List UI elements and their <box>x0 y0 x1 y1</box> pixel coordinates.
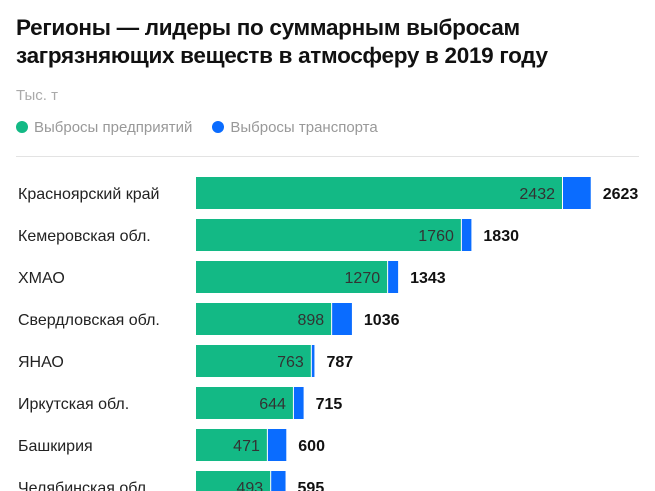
bar-transport <box>267 429 287 461</box>
chart-title: Регионы — лидеры по суммарным выбросам з… <box>16 14 548 70</box>
bar-enterprises <box>196 471 271 491</box>
total-value-label: 787 <box>326 354 353 371</box>
bar-transport <box>563 177 591 209</box>
enterprise-value-label: 763 <box>277 354 304 371</box>
total-value-label: 1036 <box>364 312 400 329</box>
total-value-label: 1830 <box>483 228 519 245</box>
enterprise-value-label: 2432 <box>519 186 555 203</box>
bar-transport <box>461 219 472 251</box>
enterprise-value-label: 471 <box>233 438 260 455</box>
legend-label: Выбросы транспорта <box>230 119 378 136</box>
bar-enterprises <box>196 429 267 461</box>
total-value-label: 600 <box>298 438 325 455</box>
total-value-label: 715 <box>316 396 343 413</box>
bar-enterprises <box>196 345 311 377</box>
total-value-label: 1343 <box>410 270 446 287</box>
bar-transport <box>293 387 304 419</box>
bar-enterprises <box>196 387 293 419</box>
legend-item-enterprises: Выбросы предприятий <box>16 119 192 136</box>
title-line-1: Регионы — лидеры по суммарным выбросам <box>16 15 520 40</box>
bar-transport <box>311 345 315 377</box>
legend: Выбросы предприятий Выбросы транспорта <box>16 119 378 136</box>
enterprise-value-label: 1270 <box>345 270 381 287</box>
legend-dot-blue-icon <box>212 121 225 133</box>
legend-dot-green-icon <box>16 121 28 133</box>
legend-item-transport: Выбросы транспорта <box>212 119 378 136</box>
legend-label: Выбросы предприятий <box>34 119 193 136</box>
bar-enterprises <box>196 177 562 209</box>
total-value-label: 2623 <box>603 186 639 203</box>
title-line-2: загрязняющих веществ в атмосферу в 2019 … <box>16 43 548 68</box>
bar-enterprises <box>196 219 461 251</box>
category-label: Челябинская обл. <box>18 480 150 491</box>
bar-enterprises <box>196 303 332 335</box>
enterprise-value-label: 1760 <box>418 228 454 245</box>
divider <box>16 156 639 157</box>
category-label: ЯНАО <box>18 354 64 371</box>
bar-enterprises <box>196 261 388 293</box>
enterprise-value-label: 493 <box>236 480 263 491</box>
category-label: ХМАО <box>18 270 65 287</box>
category-label: Свердловская обл. <box>18 312 160 329</box>
enterprise-value-label: 898 <box>297 312 324 329</box>
bar-transport <box>271 471 286 491</box>
category-label: Кемеровская обл. <box>18 228 151 245</box>
bar-transport <box>332 303 352 335</box>
category-label: Иркутская обл. <box>18 396 129 413</box>
unit-label: Тыс. т <box>16 87 58 104</box>
enterprise-value-label: 644 <box>259 396 286 413</box>
category-label: Красноярский край <box>18 186 159 203</box>
total-value-label: 595 <box>298 480 325 491</box>
bar-transport <box>388 261 399 293</box>
category-label: Башкирия <box>18 438 93 455</box>
